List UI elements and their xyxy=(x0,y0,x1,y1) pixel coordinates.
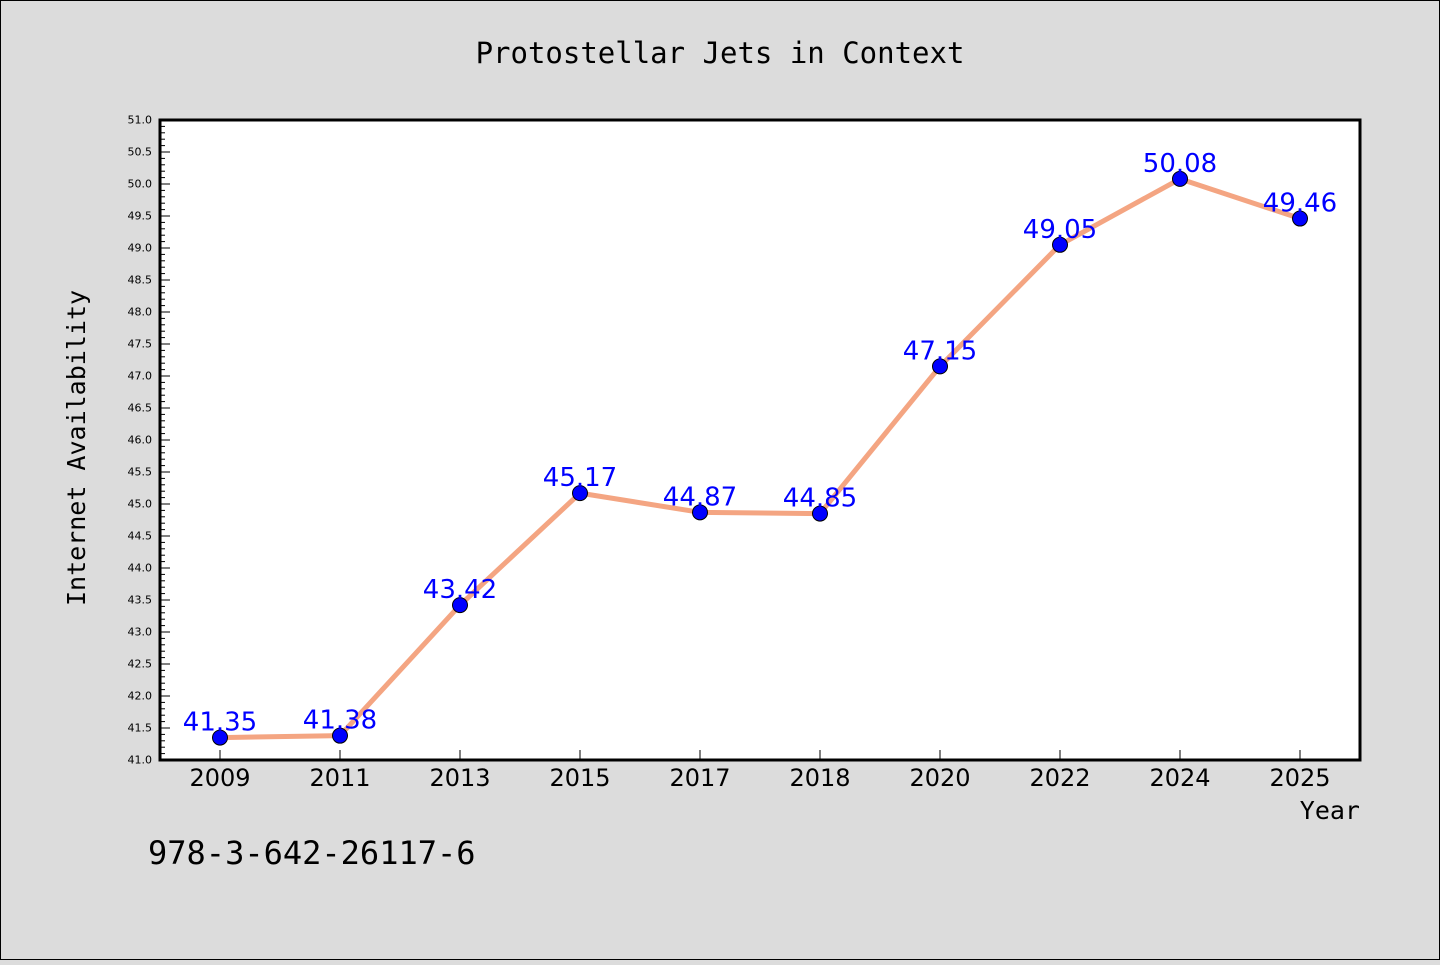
x-tick-label: 2011 xyxy=(309,764,370,792)
data-point xyxy=(572,485,588,502)
y-tick-label: 44.5 xyxy=(128,530,153,543)
data-point xyxy=(1052,236,1068,253)
y-tick-label: 48.5 xyxy=(128,274,153,287)
x-axis: 2009 2011 2013 2015 2017 2018 2020 2022 2024 2025 xyxy=(189,750,1331,792)
x-tick-label: 2024 xyxy=(1149,764,1210,792)
y-axis: 41.0 41.5 42.0 42.5 43.0 43.5 44.0 44.5 45.0 45.5… xyxy=(128,114,170,767)
x-tick-label: 2013 xyxy=(429,764,490,792)
x-tick-label: 2022 xyxy=(1029,764,1090,792)
series-line xyxy=(217,176,1303,741)
x-axis-label: Year xyxy=(1300,796,1360,825)
y-tick-label: 43.5 xyxy=(128,594,153,607)
data-point xyxy=(332,727,348,744)
data-labels: 41.35 41.38 43.42 45.17 44.87 44.85 47.15 49.05… xyxy=(183,149,1337,738)
chart-title: Protostellar Jets in Context xyxy=(476,36,965,70)
data-point xyxy=(1172,170,1188,187)
data-point xyxy=(1292,210,1308,227)
data-label: 50.08 xyxy=(1143,149,1217,179)
footer-isbn: 978-3-642-26117-6 xyxy=(148,834,476,872)
y-tick-label: 45.5 xyxy=(128,466,153,479)
x-tick-label: 2018 xyxy=(789,764,850,792)
data-label: 44.87 xyxy=(663,482,737,512)
y-tick-label: 42.5 xyxy=(128,658,153,671)
y-tick-label: 42.0 xyxy=(128,690,153,703)
x-tick-label: 2017 xyxy=(669,764,730,792)
x-tick-label: 2009 xyxy=(189,764,250,792)
y-axis-label: Internet Availability xyxy=(62,290,91,606)
y-tick-label: 43.0 xyxy=(128,626,153,639)
data-label: 47.15 xyxy=(903,336,977,366)
data-label: 49.05 xyxy=(1023,215,1097,245)
data-point xyxy=(692,504,708,521)
y-tick-label: 41.0 xyxy=(128,754,153,767)
data-label: 45.17 xyxy=(543,463,617,493)
data-point xyxy=(812,505,828,522)
y-tick-label: 44.0 xyxy=(128,562,153,575)
y-tick-label: 50.5 xyxy=(128,146,153,159)
x-tick-label: 2020 xyxy=(909,764,970,792)
data-label: 43.42 xyxy=(423,575,497,605)
plot-area xyxy=(158,118,1362,762)
data-label: 41.35 xyxy=(183,708,257,738)
y-tick-label: 45.0 xyxy=(128,498,153,511)
data-point xyxy=(452,597,468,614)
y-tick-label: 47.0 xyxy=(128,370,153,383)
y-tick-label: 48.0 xyxy=(128,306,153,319)
y-tick-label: 51.0 xyxy=(128,114,153,127)
y-tick-label: 46.0 xyxy=(128,434,153,447)
series-markers xyxy=(212,170,1308,746)
data-label: 41.38 xyxy=(303,706,377,736)
y-tick-label: 49.5 xyxy=(128,210,153,223)
data-label: 49.46 xyxy=(1263,189,1337,219)
data-point xyxy=(212,729,228,746)
y-tick-label: 50.0 xyxy=(128,178,153,191)
data-point xyxy=(932,358,948,375)
y-tick-label: 47.5 xyxy=(128,338,153,351)
data-label: 44.85 xyxy=(783,484,857,514)
y-tick-label: 49.0 xyxy=(128,242,153,255)
x-tick-label: 2025 xyxy=(1269,764,1330,792)
x-tick-label: 2015 xyxy=(549,764,610,792)
y-tick-label: 46.5 xyxy=(128,402,153,415)
y-tick-label: 41.5 xyxy=(128,722,153,735)
